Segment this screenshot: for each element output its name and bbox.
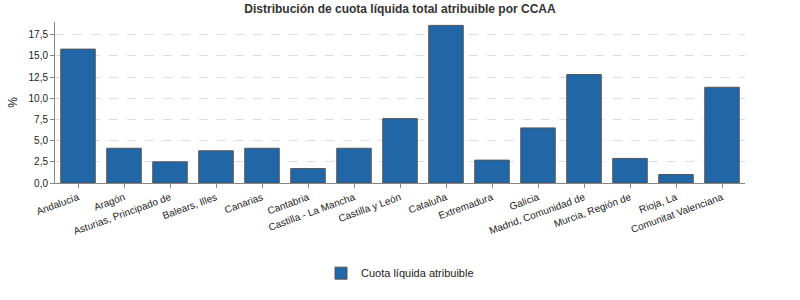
svg-text:Canarias: Canarias [223, 191, 264, 215]
svg-text:12,5: 12,5 [29, 72, 49, 83]
svg-text:Murcia, Región de: Murcia, Región de [552, 191, 632, 229]
svg-text:Distribución de cuota líquida: Distribución de cuota líquida total atri… [244, 2, 556, 16]
svg-text:15,0: 15,0 [29, 50, 49, 61]
svg-text:Extremadura: Extremadura [437, 191, 495, 221]
svg-text:Madrid, Comunidad de: Madrid, Comunidad de [488, 191, 587, 236]
svg-text:Castilla - La Mancha: Castilla - La Mancha [267, 191, 357, 233]
svg-text:5,0: 5,0 [34, 135, 48, 146]
svg-text:Balears, Illes: Balears, Illes [161, 191, 219, 221]
svg-text:Cantabria: Cantabria [266, 191, 311, 216]
svg-text:0,0: 0,0 [34, 178, 48, 189]
svg-text:Asturias, Principado de: Asturias, Principado de [72, 191, 173, 237]
svg-text:10,0: 10,0 [29, 93, 49, 104]
svg-text:7,5: 7,5 [34, 114, 48, 125]
svg-text:Rioja, La: Rioja, La [638, 191, 679, 215]
svg-text:Castilla y León: Castilla y León [337, 191, 402, 224]
svg-text:Comunitat Valenciana: Comunitat Valenciana [629, 191, 724, 235]
svg-text:%: % [6, 97, 20, 108]
svg-text:Galicia: Galicia [508, 191, 541, 212]
svg-text:Cuota líquida atribuible: Cuota líquida atribuible [361, 267, 474, 279]
svg-text:Cataluña: Cataluña [407, 191, 449, 215]
svg-text:Andalucía: Andalucía [35, 191, 81, 217]
svg-text:17,5: 17,5 [29, 29, 49, 40]
svg-text:Aragón: Aragón [92, 191, 126, 212]
svg-text:2,5: 2,5 [34, 156, 48, 167]
